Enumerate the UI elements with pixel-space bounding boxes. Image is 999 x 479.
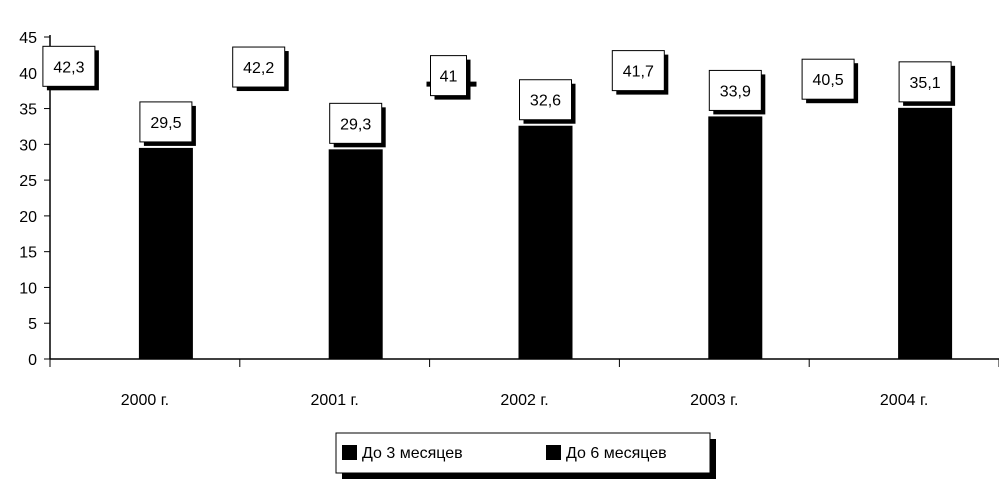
legend-swatch-3-months (342, 445, 357, 460)
y-tick-label: 10 (19, 280, 37, 297)
bar-6-months (708, 116, 763, 359)
data-label-3-months: 42,2 (243, 60, 274, 77)
data-label-6-months-box (519, 79, 572, 121)
data-label-6-months-box (898, 61, 952, 103)
x-tick-label: 2004 г. (880, 392, 928, 409)
x-axis-categories: 2000 г. 2001 г. 2002 г. 2003 г. 2004 г. (49, 359, 999, 409)
data-label-6-months-box (708, 69, 762, 111)
data-label-3-months-box (42, 45, 96, 87)
bar-6-months (898, 107, 953, 359)
legend-box (335, 432, 711, 474)
legend-label-3-months: До 3 месяцев (362, 445, 463, 462)
data-label-3-months-box (611, 50, 665, 92)
y-tick-label: 45 (19, 30, 37, 47)
bar-6-months (518, 125, 573, 360)
data-labels: 42,3 42,2 41 41,7 40,5 29,5 29,3 32,6 33,9 35,1 (42, 45, 956, 148)
y-tick-label: 25 (19, 173, 37, 190)
x-tick-label: 2002 г. (500, 392, 548, 409)
legend-swatch-6-months (546, 445, 561, 460)
data-label-6-months-box (139, 101, 193, 143)
data-label-3-months: 41 (440, 69, 458, 86)
bar-6-months (138, 147, 193, 359)
y-tick-label: 0 (28, 352, 37, 369)
legend-label-6-months: До 6 месяцев (566, 445, 667, 462)
x-tick-label: 2001 г. (311, 392, 359, 409)
data-label-6-months: 35,1 (910, 75, 941, 92)
y-axis-ticks: 0 5 10 15 20 25 30 35 40 45 (19, 30, 50, 369)
data-label-3-months: 40,5 (813, 72, 844, 89)
bar-6-months (328, 149, 383, 359)
data-label-6-months: 32,6 (530, 93, 561, 110)
data-label-6-months: 33,9 (720, 83, 751, 100)
data-label-3-months-box (801, 58, 855, 100)
legend: До 3 месяцев До 6 месяцев (335, 432, 716, 479)
data-label-3-months-box (232, 46, 286, 88)
data-label-6-months-box (329, 102, 383, 144)
y-tick-label: 5 (28, 316, 37, 333)
data-label-6-months: 29,5 (150, 115, 181, 132)
data-label-3-months: 41,7 (623, 64, 654, 81)
y-tick-label: 35 (19, 102, 37, 119)
data-label-6-months: 29,3 (340, 116, 371, 133)
y-tick-label: 30 (19, 137, 37, 154)
data-label-3-months: 42,3 (53, 59, 84, 76)
y-tick-label: 20 (19, 209, 37, 226)
data-label-3-months-box (430, 55, 467, 97)
y-tick-label: 40 (19, 66, 37, 83)
x-tick-label: 2003 г. (690, 392, 738, 409)
x-tick-label: 2000 г. (121, 392, 169, 409)
y-tick-label: 15 (19, 245, 37, 262)
series-6-months-bars (138, 107, 953, 360)
